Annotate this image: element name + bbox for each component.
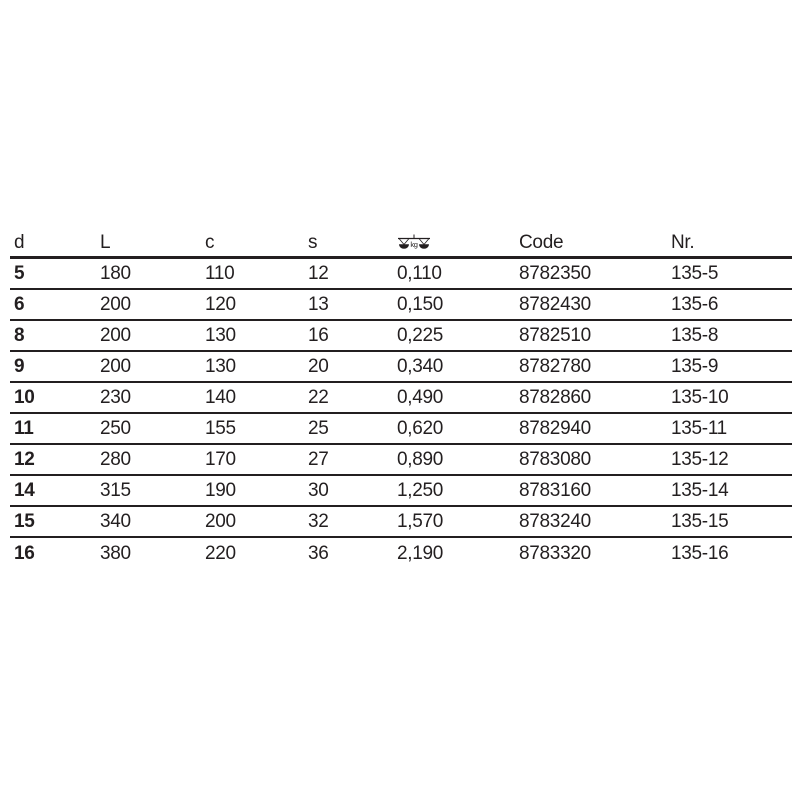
cell-kg: 1,570 bbox=[397, 511, 444, 532]
cell-l: 380 bbox=[100, 543, 131, 564]
cell-kg: 1,250 bbox=[397, 480, 444, 501]
cell-l: 315 bbox=[100, 480, 131, 501]
table-body: 5 180 110 12 0,110 8782350 135-5 6 200 120 13 0,150… bbox=[10, 259, 792, 569]
cell-d: 10 bbox=[14, 387, 35, 408]
table-row: 14 315 190 30 1,250 8783160 135-14 bbox=[10, 476, 792, 507]
cell-nr: 135-12 bbox=[671, 449, 729, 470]
cell-nr: 135-5 bbox=[671, 263, 719, 284]
cell-code: 8782940 bbox=[519, 418, 591, 439]
cell-l: 200 bbox=[100, 356, 131, 377]
cell-nr: 135-11 bbox=[671, 418, 727, 439]
table-row: 8 200 130 16 0,225 8782510 135-8 bbox=[10, 321, 792, 352]
cell-kg: 0,620 bbox=[397, 418, 444, 439]
cell-d: 6 bbox=[14, 294, 25, 315]
cell-c: 120 bbox=[205, 294, 236, 315]
cell-nr: 135-15 bbox=[671, 511, 729, 532]
col-header-nr: Nr. bbox=[671, 232, 695, 253]
cell-d: 16 bbox=[14, 543, 35, 564]
cell-nr: 135-8 bbox=[671, 325, 719, 346]
table-row: 16 380 220 36 2,190 8783320 135-16 bbox=[10, 538, 792, 569]
cell-l: 280 bbox=[100, 449, 131, 470]
col-header-code: Code bbox=[519, 232, 564, 253]
dimension-table: d L c s bbox=[10, 229, 792, 569]
cell-code: 8782510 bbox=[519, 325, 591, 346]
cell-d: 12 bbox=[14, 449, 35, 470]
table-header-row: d L c s bbox=[10, 229, 792, 259]
col-header-weight: kg bbox=[397, 234, 519, 251]
table-row: 5 180 110 12 0,110 8782350 135-5 bbox=[10, 259, 792, 290]
table-row: 9 200 130 20 0,340 8782780 135-9 bbox=[10, 352, 792, 383]
cell-s: 30 bbox=[308, 480, 329, 501]
cell-code: 8782430 bbox=[519, 294, 591, 315]
cell-c: 140 bbox=[205, 387, 236, 408]
cell-s: 12 bbox=[308, 263, 329, 284]
cell-c: 155 bbox=[205, 418, 236, 439]
cell-c: 110 bbox=[205, 263, 235, 284]
cell-d: 11 bbox=[14, 418, 34, 439]
cell-d: 15 bbox=[14, 511, 35, 532]
cell-s: 25 bbox=[308, 418, 329, 439]
cell-l: 340 bbox=[100, 511, 131, 532]
col-header-s: s bbox=[308, 232, 318, 253]
table-row: 15 340 200 32 1,570 8783240 135-15 bbox=[10, 507, 792, 538]
cell-code: 8782860 bbox=[519, 387, 591, 408]
cell-nr: 135-6 bbox=[671, 294, 719, 315]
table-row: 6 200 120 13 0,150 8782430 135-6 bbox=[10, 290, 792, 321]
cell-code: 8783160 bbox=[519, 480, 591, 501]
cell-c: 200 bbox=[205, 511, 236, 532]
cell-kg: 0,110 bbox=[397, 263, 442, 284]
cell-d: 9 bbox=[14, 356, 25, 377]
cell-kg: 2,190 bbox=[397, 543, 444, 564]
cell-s: 13 bbox=[308, 294, 329, 315]
cell-kg: 0,225 bbox=[397, 325, 444, 346]
cell-kg: 0,340 bbox=[397, 356, 444, 377]
cell-l: 200 bbox=[100, 325, 131, 346]
cell-s: 20 bbox=[308, 356, 329, 377]
cell-code: 8782350 bbox=[519, 263, 591, 284]
cell-code: 8783080 bbox=[519, 449, 591, 470]
cell-l: 230 bbox=[100, 387, 131, 408]
cell-s: 16 bbox=[308, 325, 329, 346]
cell-code: 8783240 bbox=[519, 511, 591, 532]
cell-l: 200 bbox=[100, 294, 131, 315]
table-row: 10 230 140 22 0,490 8782860 135-10 bbox=[10, 383, 792, 414]
col-header-l: L bbox=[100, 232, 111, 253]
cell-s: 32 bbox=[308, 511, 329, 532]
cell-nr: 135-14 bbox=[671, 480, 729, 501]
cell-d: 5 bbox=[14, 263, 25, 284]
cell-code: 8783320 bbox=[519, 543, 591, 564]
cell-c: 130 bbox=[205, 356, 236, 377]
cell-kg: 0,490 bbox=[397, 387, 444, 408]
cell-nr: 135-9 bbox=[671, 356, 719, 377]
cell-c: 130 bbox=[205, 325, 236, 346]
cell-kg: 0,150 bbox=[397, 294, 444, 315]
table-row: 12 280 170 27 0,890 8783080 135-12 bbox=[10, 445, 792, 476]
cell-c: 220 bbox=[205, 543, 236, 564]
cell-d: 14 bbox=[14, 480, 35, 501]
cell-nr: 135-10 bbox=[671, 387, 729, 408]
col-header-d: d bbox=[14, 232, 25, 253]
cell-l: 180 bbox=[100, 263, 131, 284]
cell-nr: 135-16 bbox=[671, 543, 729, 564]
col-header-c: c bbox=[205, 232, 215, 253]
table-row: 11 250 155 25 0,620 8782940 135-11 bbox=[10, 414, 792, 445]
cell-d: 8 bbox=[14, 325, 25, 346]
scale-kg-icon: kg bbox=[398, 234, 430, 249]
cell-c: 190 bbox=[205, 480, 236, 501]
cell-code: 8782780 bbox=[519, 356, 591, 377]
cell-kg: 0,890 bbox=[397, 449, 444, 470]
kg-icon-label: kg bbox=[410, 240, 417, 249]
cell-s: 22 bbox=[308, 387, 329, 408]
cell-s: 27 bbox=[308, 449, 329, 470]
cell-s: 36 bbox=[308, 543, 329, 564]
cell-l: 250 bbox=[100, 418, 131, 439]
cell-c: 170 bbox=[205, 449, 236, 470]
